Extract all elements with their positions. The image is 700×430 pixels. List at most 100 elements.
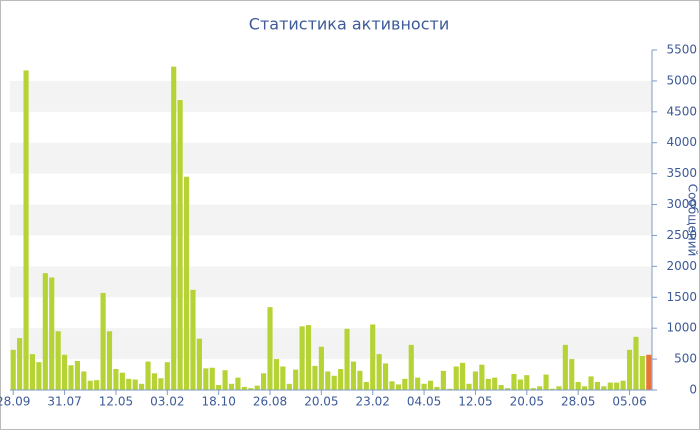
bar <box>171 66 177 390</box>
bar <box>190 289 196 390</box>
x-tick-label: 23.02 <box>356 395 390 409</box>
bar <box>55 331 61 390</box>
y-tick-label: 5500 <box>666 43 697 57</box>
bar <box>415 377 421 390</box>
bar <box>74 360 80 390</box>
bar <box>537 386 543 390</box>
x-tick-label: 26.08 <box>253 395 287 409</box>
bar <box>280 366 286 390</box>
y-tick-label: 1000 <box>666 321 697 335</box>
bar <box>254 385 260 390</box>
y-tick-label: 1500 <box>666 290 697 304</box>
bar <box>312 365 318 390</box>
bar <box>17 338 23 390</box>
bar <box>325 371 331 390</box>
bar <box>87 380 93 390</box>
y-axis-label: Сообщений <box>686 184 700 257</box>
bar <box>530 388 536 390</box>
bar <box>427 380 434 390</box>
bar <box>479 364 485 390</box>
bar <box>318 346 324 390</box>
x-tick-label: 18.10 <box>201 395 235 409</box>
bar <box>504 388 511 390</box>
bar <box>196 338 202 390</box>
y-tick-label: 5000 <box>666 73 697 87</box>
bar <box>543 374 549 390</box>
bar <box>492 377 498 390</box>
bar <box>132 379 138 390</box>
bar <box>460 362 466 390</box>
bar <box>286 383 292 390</box>
bar <box>151 373 158 390</box>
bar <box>81 371 87 390</box>
bar <box>248 388 254 390</box>
x-tick-label: 05.06 <box>612 395 646 409</box>
bar <box>472 371 479 390</box>
bar <box>466 383 472 390</box>
bar <box>517 379 523 390</box>
bar <box>408 344 414 390</box>
bar <box>549 388 556 390</box>
bar <box>614 382 620 390</box>
bar <box>402 378 408 390</box>
bar <box>434 386 440 390</box>
y-tick-label: 2500 <box>666 228 697 242</box>
bar <box>633 336 639 390</box>
bar <box>363 381 369 390</box>
x-tick-label: 12.05 <box>99 395 133 409</box>
y-tick-label: 3000 <box>666 197 697 211</box>
y-tick-label: 2000 <box>666 259 697 273</box>
plot: 0 500 1000 1500 2000 2500 3000 3500 4000 4500 5000… <box>0 43 700 409</box>
bar <box>601 386 607 390</box>
bar <box>485 378 491 390</box>
bar <box>183 176 190 390</box>
bar <box>376 354 382 390</box>
bar <box>447 388 453 390</box>
bar <box>395 384 401 390</box>
bar <box>42 273 48 390</box>
bar <box>569 359 575 390</box>
y-tick-label: 500 <box>674 352 697 366</box>
bar <box>498 385 504 390</box>
bar <box>158 378 164 390</box>
bar <box>383 363 389 390</box>
bar <box>626 349 633 390</box>
y-tick-label: 4000 <box>666 135 697 149</box>
bar <box>607 382 613 390</box>
bar <box>164 362 170 390</box>
bar <box>299 326 305 390</box>
bar <box>588 376 594 390</box>
bar <box>357 370 363 390</box>
bar <box>10 349 16 390</box>
bar <box>421 383 427 390</box>
grid-band <box>10 266 652 298</box>
bar <box>556 386 562 390</box>
x-tick-label: 20.05 <box>304 395 338 409</box>
bar <box>68 365 74 390</box>
bar <box>94 380 100 390</box>
x-tick-label: 28.09 <box>0 395 30 409</box>
bar <box>646 354 652 390</box>
bar <box>267 307 273 390</box>
bar <box>261 373 267 390</box>
bar <box>113 368 119 390</box>
bar <box>241 386 247 390</box>
grid-band <box>10 142 652 174</box>
grid-band <box>10 80 652 112</box>
bar <box>139 383 145 390</box>
bar <box>222 370 228 390</box>
bar <box>106 331 113 390</box>
bar <box>562 344 568 390</box>
bar <box>639 356 645 390</box>
chart-title: Статистика активности <box>249 15 449 34</box>
bar <box>350 361 357 390</box>
bar <box>453 366 459 390</box>
bar <box>293 369 299 390</box>
bar <box>228 383 235 390</box>
y-tick-label: 4500 <box>666 104 697 118</box>
x-tick-label: 20.05 <box>510 395 544 409</box>
bar <box>344 328 350 390</box>
bar <box>620 380 626 390</box>
y-tick-label: 3500 <box>666 166 697 180</box>
